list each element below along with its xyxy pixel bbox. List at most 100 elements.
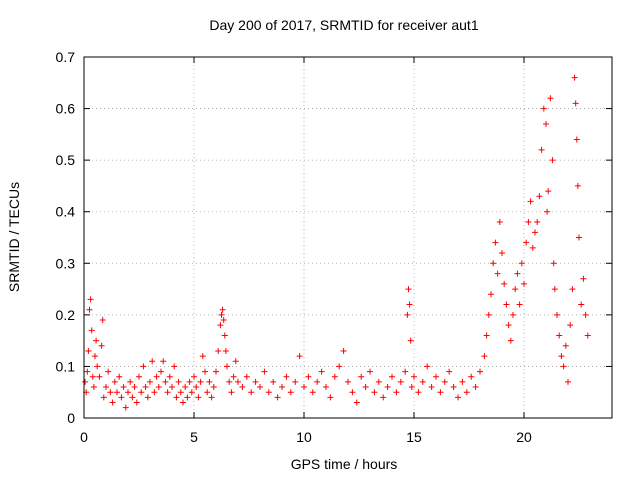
data-point <box>175 378 182 385</box>
data-point <box>287 389 294 396</box>
data-point <box>408 384 415 391</box>
data-point <box>296 353 303 360</box>
data-point <box>217 322 224 329</box>
data-point <box>397 378 404 385</box>
data-point <box>540 105 547 112</box>
data-point <box>549 157 556 164</box>
data-point <box>518 260 525 267</box>
chart-title: Day 200 of 2017, SRMTID for receiver aut… <box>209 17 478 33</box>
y-tick-label: 0.6 <box>56 101 76 117</box>
data-point <box>279 384 285 391</box>
y-tick-label: 0 <box>67 410 75 426</box>
data-point <box>534 219 541 226</box>
y-tick-label: 0.7 <box>56 49 76 65</box>
data-point <box>551 286 558 293</box>
data-point <box>125 389 131 396</box>
data-point <box>543 121 549 128</box>
data-point <box>510 311 516 318</box>
data-point <box>239 384 246 391</box>
data-point <box>100 394 107 401</box>
plot-frame <box>83 56 613 419</box>
data-point <box>406 301 413 308</box>
data-point <box>248 389 255 396</box>
data-point <box>90 384 97 391</box>
data-point <box>455 394 461 401</box>
data-point <box>265 389 272 396</box>
data-point <box>567 322 574 329</box>
x-tick-label: 5 <box>190 429 198 445</box>
data-point <box>488 291 494 298</box>
data-point <box>527 198 534 205</box>
data-point <box>283 373 290 380</box>
data-point <box>220 317 227 324</box>
data-point <box>576 234 582 241</box>
data-point <box>99 317 106 324</box>
data-point <box>516 301 523 308</box>
data-point <box>331 373 338 380</box>
data-point <box>507 337 514 344</box>
data-point <box>424 363 431 370</box>
data-point <box>514 270 521 277</box>
data-point <box>481 353 488 360</box>
data-point <box>89 373 96 380</box>
data-point <box>116 373 123 380</box>
data-point <box>574 182 581 189</box>
data-point <box>292 378 299 385</box>
data-point <box>129 394 136 401</box>
data-point <box>503 301 510 308</box>
data-point <box>505 322 512 329</box>
x-tick-label: 15 <box>406 429 422 445</box>
data-point <box>133 399 140 406</box>
y-tick-labels: 0 0.1 0.2 0.3 0.4 0.5 0.6 0.7 <box>56 49 76 426</box>
data-point <box>85 347 92 354</box>
axis-ticks <box>83 56 612 419</box>
data-point <box>213 368 219 375</box>
data-point <box>252 378 259 385</box>
data-point <box>494 270 501 277</box>
data-point <box>261 368 268 375</box>
data-point <box>144 394 151 401</box>
y-tick-label: 0.2 <box>56 307 76 323</box>
data-point <box>180 399 186 406</box>
data-point <box>204 389 211 396</box>
data-point <box>219 306 226 313</box>
data-point <box>257 384 263 391</box>
data-point <box>301 384 307 391</box>
data-point <box>463 389 470 396</box>
data-point <box>538 146 545 153</box>
data-point <box>87 296 94 303</box>
data-point <box>226 378 233 385</box>
data-point <box>186 378 193 385</box>
data-point <box>521 280 527 287</box>
data-points <box>82 74 591 411</box>
data-point <box>82 378 89 385</box>
data-point <box>419 378 426 385</box>
data-point <box>362 384 369 391</box>
data-point <box>428 384 435 391</box>
x-tick-label: 20 <box>516 429 532 445</box>
data-point <box>140 363 147 370</box>
data-point <box>224 363 230 370</box>
data-point <box>415 389 422 396</box>
y-tick-label: 0.1 <box>56 358 76 374</box>
data-point <box>92 353 98 360</box>
data-point <box>270 378 277 385</box>
data-point <box>411 373 417 380</box>
data-point <box>323 384 329 391</box>
data-point <box>147 378 153 385</box>
data-point <box>88 327 95 334</box>
data-point <box>472 384 479 391</box>
data-point <box>127 378 134 385</box>
data-point <box>340 347 347 354</box>
data-point <box>532 229 538 236</box>
data-point <box>96 373 103 380</box>
data-point <box>218 311 225 318</box>
data-point <box>349 389 356 396</box>
x-tick-label: 10 <box>296 429 312 445</box>
data-point <box>578 301 585 308</box>
data-point <box>496 219 503 226</box>
data-point <box>84 368 91 375</box>
data-point <box>197 378 204 385</box>
data-point <box>155 384 162 391</box>
data-point <box>490 260 497 267</box>
